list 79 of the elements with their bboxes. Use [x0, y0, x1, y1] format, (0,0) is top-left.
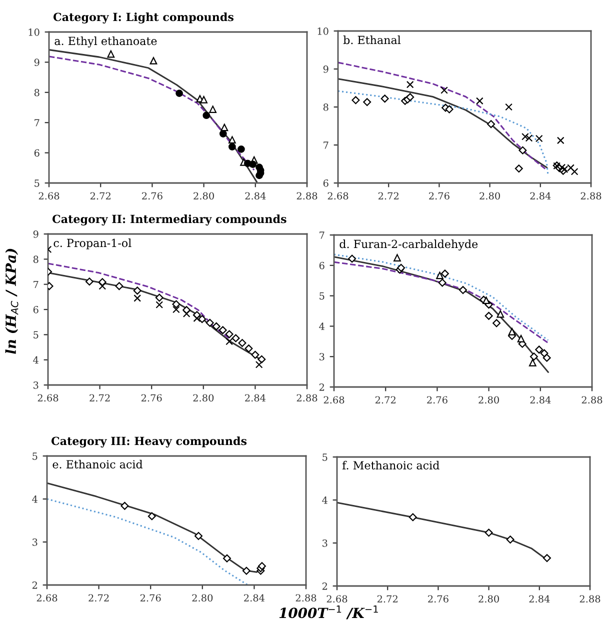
- y-tick-label: 5: [320, 292, 324, 300]
- x-tick-label: 2.68: [326, 595, 348, 603]
- y-tick-label: 10: [28, 28, 40, 36]
- annotation: b. Ethanal: [343, 36, 401, 44]
- x-tick-label: 2.84: [530, 192, 551, 200]
- chart-title: Category II: Intermediary compounds: [52, 214, 286, 226]
- annotation: e. Ethanoic acid: [52, 460, 143, 468]
- x-tick-label: 2.84: [244, 594, 265, 602]
- x-tick-label: 2.76: [142, 192, 162, 200]
- x-tick-label: 2.88: [296, 394, 318, 402]
- x-tick-label: 2.76: [141, 394, 162, 402]
- y-tick-label: 7: [324, 142, 328, 149]
- x-tick-label: 2.88: [580, 192, 602, 200]
- y-tick-label: 5: [322, 454, 328, 461]
- y-tick-label: 7: [34, 119, 40, 126]
- x-tick-label: 2.72: [375, 396, 396, 404]
- x-tick-label: 2.80: [193, 394, 214, 402]
- x-tick-label: 2.76: [429, 192, 450, 200]
- x-tick-label: 2.84: [529, 595, 550, 603]
- y-tick-label: 9: [34, 58, 40, 66]
- annotation: a. Ethyl ethanoate: [54, 36, 157, 48]
- y-tick-label: 3: [322, 539, 328, 547]
- chart-title: Category I: Light compounds: [53, 12, 234, 24]
- y-tick-label: 3: [320, 353, 324, 360]
- x-tick-label: 2.72: [377, 595, 398, 603]
- x-tick-label: 2.88: [582, 396, 602, 404]
- annotation: c. Propan-1-ol: [54, 238, 132, 250]
- y-tick-label: 8: [34, 88, 40, 96]
- y-tick-label: 7: [320, 232, 324, 239]
- y-tick-label: 8: [33, 256, 38, 263]
- y-tick-label: 4: [322, 496, 328, 504]
- x-tick-label: 2.72: [90, 192, 110, 200]
- x-tick-label: 2.88: [296, 594, 316, 602]
- x-tick-label: 2.72: [378, 192, 398, 200]
- y-tick-label: 6: [319, 262, 324, 270]
- x-tick-label: 2.80: [480, 192, 500, 200]
- x-tick-label: 2.88: [580, 595, 600, 603]
- x-tick-label: 2.80: [192, 594, 213, 602]
- y-tick-label: 3: [34, 381, 38, 389]
- y-tick-label: 4: [319, 322, 324, 330]
- y-tick-label: 5: [34, 331, 38, 338]
- y-tick-label: 3: [32, 538, 38, 546]
- x-tick-label: 2.72: [88, 594, 109, 602]
- x-tick-label: 2.84: [245, 394, 266, 402]
- chart-title: Category III: Heavy compounds: [51, 436, 247, 448]
- y-tick-label: 10: [318, 27, 328, 35]
- y-tick-label: 6: [323, 179, 328, 187]
- y-tick-label: 2: [32, 581, 38, 589]
- x-tick-label: 2.84: [245, 192, 266, 200]
- x-tick-label: 2.80: [478, 595, 499, 603]
- x-tick-label: 2.84: [530, 396, 551, 404]
- y-tick-label: 9: [323, 65, 328, 73]
- y-tick-label: 6: [34, 149, 40, 157]
- y-tick-label: 2: [319, 383, 324, 391]
- x-tick-label: 2.68: [38, 192, 60, 200]
- x-tick-label: 2.72: [90, 394, 110, 402]
- y-tick-label: 6: [33, 306, 38, 314]
- y-tick-label: 8: [323, 103, 328, 111]
- y-tick-label: 5: [32, 452, 38, 460]
- y-tick-label: 7: [34, 280, 38, 288]
- x-tick-label: 2.68: [324, 396, 344, 404]
- x-tick-label: 2.68: [328, 192, 348, 200]
- x-tick-label: 2.76: [140, 594, 161, 602]
- y-axis-title: ln (H$_{AC}$ / KPa): [5, 248, 18, 354]
- annotation: d. Furan-2-carbaldehyde: [340, 240, 478, 250]
- x-axis-title: 1000T$^{−1}$ /K$^{−1}$: [279, 606, 378, 620]
- x-tick-label: 2.68: [36, 594, 58, 602]
- y-tick-label: 4: [32, 495, 38, 503]
- x-tick-label: 2.76: [427, 396, 448, 404]
- x-tick-label: 2.68: [38, 394, 58, 402]
- y-tick-label: 5: [34, 180, 40, 187]
- x-tick-label: 2.76: [428, 595, 448, 603]
- y-tick-label: 2: [322, 582, 328, 590]
- x-tick-label: 2.80: [478, 396, 499, 404]
- annotation: f. Methanoic acid: [342, 460, 440, 470]
- x-tick-label: 2.80: [194, 192, 214, 200]
- x-tick-label: 2.88: [296, 192, 318, 200]
- y-tick-label: 9: [33, 230, 38, 238]
- y-tick-label: 4: [33, 356, 38, 364]
